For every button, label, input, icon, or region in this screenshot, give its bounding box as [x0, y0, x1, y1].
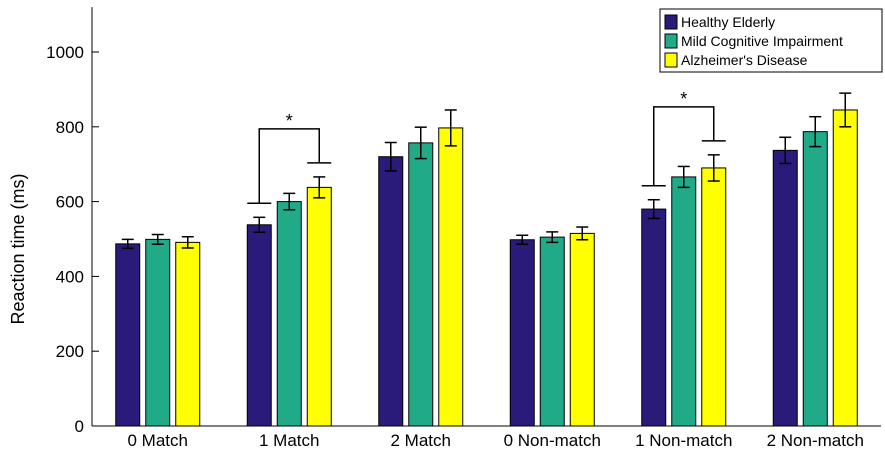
bar — [701, 167, 727, 427]
y-tick-label: 400 — [56, 267, 84, 286]
legend-entry-label: Mild Cognitive Impairment — [681, 33, 843, 49]
x-tick-label: 1 Non-match — [635, 431, 732, 450]
bar — [772, 149, 798, 427]
significance-bracket — [653, 106, 715, 186]
bar — [569, 232, 595, 427]
bar — [115, 243, 141, 427]
x-tick-label: 1 Match — [259, 431, 319, 450]
legend-entry-label: Alzheimer's Disease — [681, 52, 808, 68]
bar — [671, 176, 697, 427]
significance-brackets: ** — [247, 89, 726, 205]
legend[interactable]: Healthy Elderly Mild Cognitive Impairment… — [659, 8, 883, 73]
bars — [115, 109, 858, 427]
legend-entry-label: Healthy Elderly — [681, 14, 775, 30]
bar — [276, 201, 302, 427]
y-tick-label: 1000 — [46, 43, 84, 62]
bar — [246, 224, 272, 427]
legend-swatch — [664, 33, 678, 49]
bar — [832, 109, 858, 427]
bar — [641, 208, 667, 427]
significance-bracket — [258, 128, 320, 204]
legend-swatch — [664, 14, 678, 30]
y-tick-label: 200 — [56, 342, 84, 361]
y-axis-label: Reaction time (ms) — [8, 173, 28, 324]
y-tick-label: 600 — [56, 193, 84, 212]
x-tick-label: 2 Non-match — [767, 431, 864, 450]
bar — [539, 236, 565, 427]
bar — [306, 186, 332, 427]
significance-marker: * — [286, 111, 293, 131]
bar — [509, 239, 535, 427]
bar — [408, 142, 434, 427]
bar — [175, 241, 201, 427]
bar — [145, 238, 171, 427]
y-tick-label: 0 — [75, 417, 84, 436]
error-bars — [121, 92, 852, 250]
bar — [378, 156, 404, 427]
x-tick-label: 0 Match — [128, 431, 188, 450]
bar — [802, 131, 828, 427]
legend-box — [659, 8, 883, 73]
significance-marker: * — [680, 89, 687, 109]
legend-swatch — [664, 52, 678, 68]
x-tick-label: 2 Match — [391, 431, 451, 450]
axes: 0 200 400 600 800 1000 Reaction time (ms) 0 Mat… — [8, 7, 881, 450]
y-tick-label: 800 — [56, 118, 84, 137]
bar — [438, 127, 464, 427]
x-tick-label: 0 Non-match — [504, 431, 601, 450]
